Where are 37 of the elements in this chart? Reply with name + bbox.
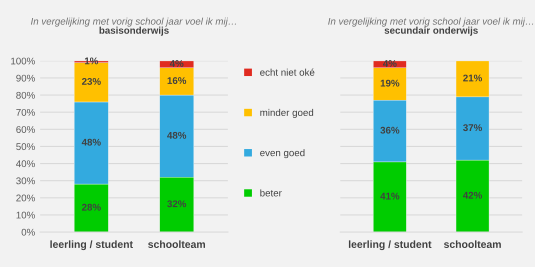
y-tick-label: 10% xyxy=(16,212,35,219)
chart-title: In vergelijking met vorig school jaar voel ik mij… xyxy=(30,18,236,27)
data-label: 21% xyxy=(463,74,482,82)
y-tick-label: 40% xyxy=(16,160,35,168)
data-label: 23% xyxy=(82,78,101,85)
data-label: 32% xyxy=(167,200,186,208)
y-tick-label: 70% xyxy=(16,108,35,116)
data-label: 48% xyxy=(82,138,101,146)
data-label: 28% xyxy=(82,204,101,211)
data-label: 42% xyxy=(462,192,482,199)
y-tick-label: 90% xyxy=(16,74,35,82)
x-tick-label: schoolteam xyxy=(444,240,501,248)
legend-label: echt niet oké xyxy=(260,68,314,76)
chart-subtitle: secundair onderwijs xyxy=(384,26,478,36)
data-label: 48% xyxy=(167,132,186,139)
data-label: 36% xyxy=(380,126,400,134)
data-label: 4% xyxy=(170,60,184,67)
data-label: 16% xyxy=(168,77,186,84)
legend-label: even goed xyxy=(260,149,304,158)
y-tick-label: 100% xyxy=(11,58,35,64)
legend-label: minder goed xyxy=(260,108,314,118)
data-label: 19% xyxy=(380,80,400,87)
data-label: 41% xyxy=(380,192,400,200)
y-tick-label: 60% xyxy=(16,126,35,133)
x-tick-label: schoolteam xyxy=(148,240,205,248)
chart-title: In vergelijking met vorig school jaar voel ik mij… xyxy=(328,18,534,27)
y-tick-label: 0% xyxy=(22,228,35,236)
data-label: 37% xyxy=(463,124,482,132)
x-tick-label: leerling / student xyxy=(348,240,432,250)
y-tick-label: 80% xyxy=(16,92,35,99)
y-tick-label: 20% xyxy=(16,194,35,202)
legend-label: beter xyxy=(260,189,282,196)
x-tick-label: leerling / student xyxy=(50,240,133,250)
data-label: 4% xyxy=(382,60,397,67)
y-tick-label: 50% xyxy=(16,143,35,150)
y-tick-label: 30% xyxy=(16,177,35,184)
chart-subtitle: basisonderwijs xyxy=(100,26,169,36)
